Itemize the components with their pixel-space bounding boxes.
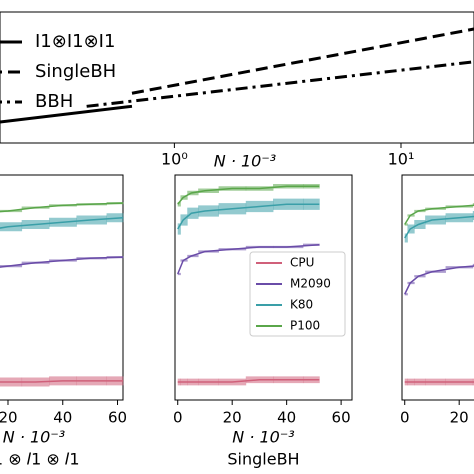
x-tick-label: 60 <box>108 409 127 427</box>
line <box>0 217 124 229</box>
error-band <box>177 223 181 235</box>
x-axis-label: N · 10⁻³ <box>214 152 276 171</box>
error-band <box>472 203 474 206</box>
legend-label: K80 <box>290 298 313 312</box>
axes-frame <box>401 174 474 401</box>
legend-label: BBH <box>35 91 73 112</box>
axes-frame <box>0 11 474 144</box>
panel-caption: SingleBH <box>227 450 299 469</box>
line <box>177 379 320 383</box>
error-band <box>404 233 408 243</box>
line <box>0 380 123 383</box>
error-band <box>404 293 408 296</box>
error-band <box>177 272 181 276</box>
line <box>177 185 320 205</box>
error-band <box>177 202 181 207</box>
line <box>0 104 133 124</box>
legend-label: I1⊗I1⊗I1 <box>35 31 115 52</box>
line <box>86 60 474 108</box>
x-tick-label: 0 <box>173 409 183 427</box>
line <box>177 203 320 230</box>
x-tick-label: 60 <box>332 409 351 427</box>
error-band <box>472 263 474 267</box>
x-tick-label: 40 <box>277 409 296 427</box>
x-axis-label: N · 10⁻³ <box>232 428 294 447</box>
x-tick-label: 40 <box>53 409 72 427</box>
x-tick-label: 0 <box>400 409 410 427</box>
error-band <box>404 223 408 226</box>
legend-label: M2090 <box>290 277 331 291</box>
x-tick-label: 20 <box>0 409 18 427</box>
line <box>177 244 320 275</box>
x-axis-label: N · 10⁻³ <box>3 428 65 447</box>
legend-label: P100 <box>290 319 320 333</box>
line <box>0 202 124 213</box>
legend-label: CPU <box>290 256 314 270</box>
error-band <box>472 211 474 220</box>
axes-frame <box>174 174 353 401</box>
x-tick-label: 20 <box>223 409 242 427</box>
line <box>404 204 474 225</box>
line <box>404 265 474 295</box>
legend-label: SingleBH <box>35 61 116 82</box>
line <box>131 27 474 95</box>
line <box>0 256 124 268</box>
x-tick-label: 10⁰ <box>161 150 188 169</box>
x-tick-label: 20 <box>450 409 469 427</box>
panel-caption: 𝐼1 ⊗ 𝐼1 ⊗ 𝐼1 <box>0 450 80 469</box>
x-tick-label: 10¹ <box>388 150 415 169</box>
line <box>404 215 474 239</box>
legend-box <box>249 251 346 337</box>
axes-frame <box>0 174 124 401</box>
